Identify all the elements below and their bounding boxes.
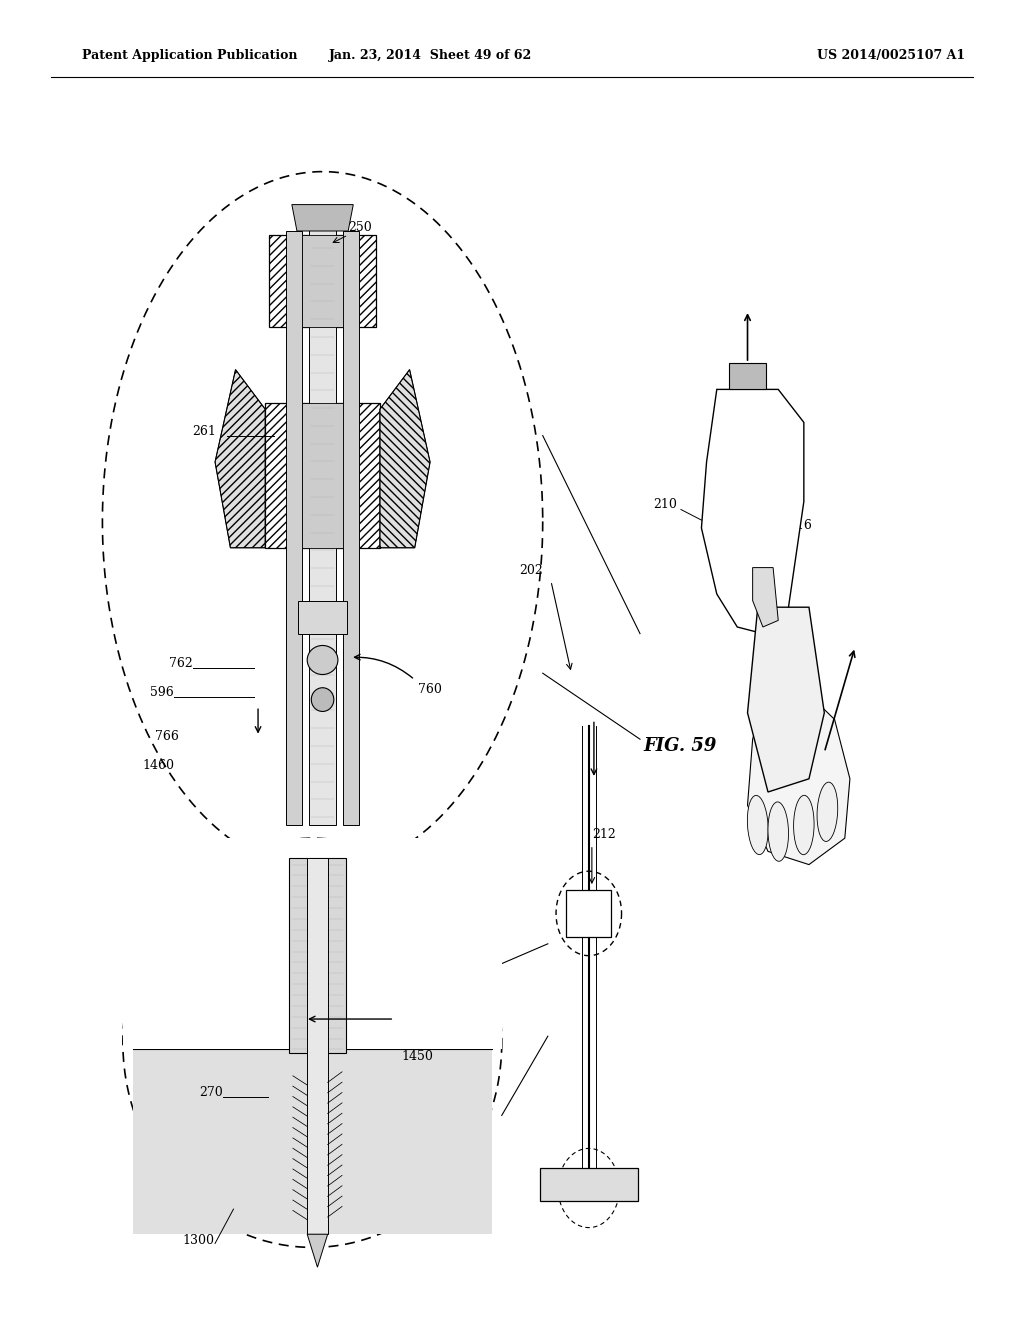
Text: 760: 760 xyxy=(418,682,441,696)
Polygon shape xyxy=(343,231,359,825)
Text: 270: 270 xyxy=(200,1086,223,1100)
Text: 250: 250 xyxy=(348,220,372,234)
Polygon shape xyxy=(540,1168,638,1201)
Text: 595: 595 xyxy=(766,564,790,577)
Text: FIG. 59: FIG. 59 xyxy=(643,737,717,755)
Polygon shape xyxy=(286,231,302,825)
Ellipse shape xyxy=(311,688,334,711)
Text: 216: 216 xyxy=(788,519,812,532)
Text: 1300: 1300 xyxy=(182,1234,214,1247)
Ellipse shape xyxy=(768,803,788,861)
Polygon shape xyxy=(748,700,850,865)
Polygon shape xyxy=(133,1049,492,1234)
Text: US 2014/0025107 A1: US 2014/0025107 A1 xyxy=(817,49,965,62)
Polygon shape xyxy=(729,363,766,389)
Polygon shape xyxy=(302,235,343,327)
Polygon shape xyxy=(123,838,502,1049)
Polygon shape xyxy=(292,205,353,231)
Polygon shape xyxy=(753,568,778,627)
Ellipse shape xyxy=(794,796,814,854)
Polygon shape xyxy=(302,403,343,548)
Polygon shape xyxy=(748,607,824,792)
Polygon shape xyxy=(309,205,336,825)
Ellipse shape xyxy=(307,645,338,675)
Polygon shape xyxy=(307,1234,328,1267)
Text: 596: 596 xyxy=(151,686,174,700)
Text: 261: 261 xyxy=(193,425,216,438)
Polygon shape xyxy=(566,890,611,937)
Ellipse shape xyxy=(748,796,768,854)
Text: 1460: 1460 xyxy=(142,759,174,772)
Text: Patent Application Publication: Patent Application Publication xyxy=(82,49,297,62)
Text: 766: 766 xyxy=(156,730,179,743)
Text: Jan. 23, 2014  Sheet 49 of 62: Jan. 23, 2014 Sheet 49 of 62 xyxy=(329,49,531,62)
Text: 762: 762 xyxy=(169,657,193,671)
Polygon shape xyxy=(289,858,346,1053)
Text: 210: 210 xyxy=(653,498,677,511)
Polygon shape xyxy=(307,858,328,1234)
Text: 212: 212 xyxy=(592,828,615,841)
Text: 202: 202 xyxy=(519,564,543,577)
Polygon shape xyxy=(701,389,804,634)
Text: 1450: 1450 xyxy=(401,1049,433,1063)
Ellipse shape xyxy=(817,783,838,841)
Polygon shape xyxy=(380,370,430,548)
Polygon shape xyxy=(265,403,380,548)
Polygon shape xyxy=(215,370,265,548)
Polygon shape xyxy=(269,235,376,327)
Polygon shape xyxy=(298,601,347,634)
